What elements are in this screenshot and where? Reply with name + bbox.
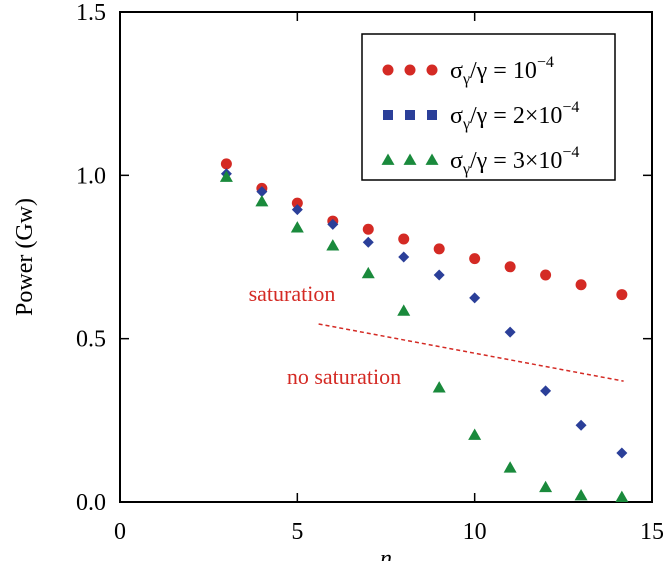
data-point [290,221,304,233]
y-tick-label: 0.0 [76,490,106,516]
data-point [432,381,446,393]
data-point [397,304,411,316]
y-tick-label: 0.5 [76,327,106,353]
data-point [362,236,374,248]
legend-marker [426,64,438,76]
data-point [540,385,552,397]
legend-entry-2: σγ/γ = 2×10−4 [450,99,579,133]
legend-marker [404,64,416,76]
legend-marker [383,110,393,120]
data-point [539,480,553,493]
data-point [219,170,233,182]
data-point [540,269,552,281]
y-axis-title: Power (Gw) [12,198,38,316]
data-point [362,223,374,235]
data-point [327,218,339,230]
data-point [504,326,516,338]
legend-box [361,33,616,181]
y-tick-label: 1.5 [76,0,106,26]
data-point [616,289,628,301]
data-point [503,461,517,473]
x-axis-title: n [380,546,392,561]
legend-marker [405,110,415,120]
y-tick-label: 1.0 [76,163,106,189]
x-axis: 0 5 10 15 [114,12,663,545]
data-point [616,447,628,459]
data-point [433,269,445,281]
legend-entry-1: σγ/γ = 10−4 [450,54,554,88]
plot-frame [119,11,653,503]
annotation-saturation: saturation [249,281,336,306]
data-point [220,158,232,170]
legend-marker [427,110,437,120]
y-axis: 0.0 0.5 1.0 1.5 [76,0,652,516]
data-point [469,292,481,304]
legend-marker [381,153,395,165]
legend: σγ/γ = 10−4 σγ/γ = 2×10−4 σγ/γ = 3×10−4 [361,33,616,181]
data-point [291,197,303,209]
legend-marker [403,153,417,165]
x-tick-label: 5 [291,519,303,545]
series-2 [220,168,628,459]
saturation-divider-line [318,323,624,382]
data-point [326,239,340,251]
data-points [219,158,629,502]
data-point [291,204,303,216]
data-point [575,419,587,431]
x-tick-label: 15 [640,519,663,545]
data-point [256,186,268,198]
series-3 [219,170,629,502]
data-point [361,266,375,279]
data-point [615,490,629,502]
data-point [398,233,410,245]
data-point [468,428,482,440]
x-tick-label: 0 [114,519,126,545]
data-point [575,279,587,291]
data-point [255,194,269,207]
data-point [433,243,445,255]
legend-entry-3: σγ/γ = 3×10−4 [450,144,579,178]
annotation-no-saturation: no saturation [287,364,401,389]
legend-marker [382,64,394,76]
x-tick-label: 10 [463,519,487,545]
data-point [504,261,516,273]
legend-marker [425,153,439,165]
data-point [469,253,481,265]
data-point [574,488,588,501]
data-point [398,251,410,263]
